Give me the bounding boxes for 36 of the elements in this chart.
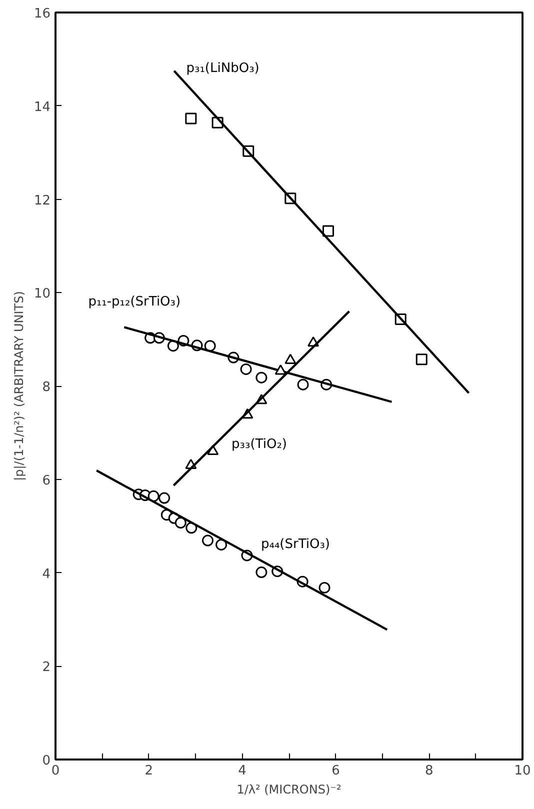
x-tick-label: 10 [514,764,531,778]
text: p₃₁(LiNbO₃) [186,61,260,76]
point [202,534,214,546]
y-tick-label: 16 [34,6,51,22]
y-tick-label: 10 [34,286,51,302]
point [158,492,170,504]
y-axis-title: |p|/(1-1/n²)² (ARBITRARY UNITS) [12,291,26,481]
point [297,378,309,390]
x-tick-label: 2 [144,764,154,778]
y-tick-label: 2 [42,660,51,676]
point [167,340,179,352]
point [274,364,286,375]
text: p₁₁-p₁₂(SrTiO₃) [88,294,181,310]
x-tick-label: 8 [424,764,434,778]
y-tick-label: 14 [34,100,51,115]
x-axis-title: 1/λ² (MICRONS)⁻² [236,782,342,796]
point [256,372,268,384]
point [318,582,330,594]
y-tick-label: 6 [42,473,51,488]
point [204,340,216,352]
x-tick-label: 4 [238,764,246,778]
y-tick-label: 4 [42,566,51,582]
point [216,538,228,550]
point [185,112,197,124]
point [174,517,186,529]
point [416,354,428,366]
x-tick-label: 6 [332,764,340,778]
y-tick-label: 12 [34,193,51,208]
y-tick-label: 8 [42,380,51,395]
series-label: p₃₃(TiO₂) [232,436,287,452]
point [284,354,296,364]
point [256,566,268,578]
y-tick-label: 0 [42,754,51,768]
series-label: p₄₄(SrTiO₃) [260,537,330,552]
point [322,225,334,237]
point [240,363,252,375]
